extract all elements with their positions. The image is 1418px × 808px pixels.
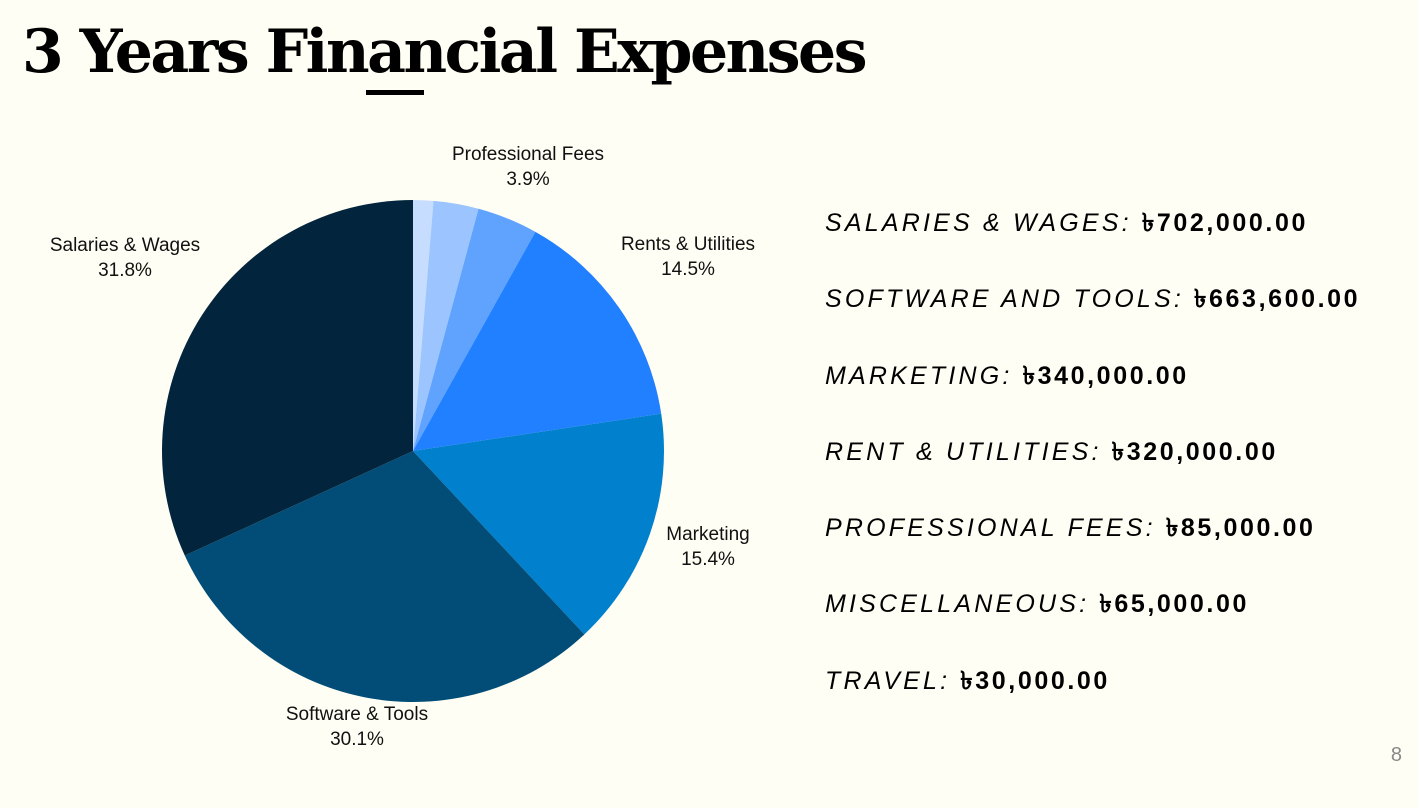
page-number: 8: [1390, 744, 1402, 766]
legend-item-software: Software and Tools: ৳663,600.00: [825, 281, 1415, 357]
expense-legend: Salaries & Wages: ৳702,000.00 Software a…: [825, 205, 1415, 739]
pie-slice-unlabeled-0: [413, 200, 434, 451]
slice-label-percent: 31.8%: [98, 260, 152, 281]
legend-item-miscellaneous: Miscellaneous: ৳65,000.00: [825, 586, 1415, 662]
legend-item-value: ৳30,000.00: [960, 666, 1110, 695]
pie-slice-unlabeled-1: [413, 200, 479, 451]
legend-item-name: Professional Fees:: [825, 514, 1156, 543]
pie-slice-software-tools: [184, 451, 585, 702]
legend-item-value: ৳65,000.00: [1099, 590, 1249, 619]
slice-label-percent: 30.1%: [330, 729, 384, 750]
legend-item-name: Rent & Utilities:: [825, 437, 1102, 466]
legend-item-name: Salaries & Wages:: [825, 209, 1132, 237]
legend-item-name: Marketing:: [825, 361, 1013, 390]
slice-label-percent: 3.9%: [506, 169, 549, 190]
pie-slice-marketing: [413, 413, 664, 635]
legend-item-value: ৳320,000.00: [1111, 437, 1278, 466]
pie-slice-professional-fees: [413, 208, 536, 451]
legend-item-name: Travel:: [825, 666, 951, 695]
legend-item-value: ৳663,600.00: [1194, 285, 1361, 314]
legend-item-marketing: Marketing: ৳340,000.00: [825, 358, 1415, 434]
slice-label-percent: 15.4%: [681, 549, 735, 570]
legend-item-name: Miscellaneous:: [825, 590, 1090, 619]
slice-label-name: Salaries & Wages: [50, 235, 200, 256]
slide-title: 3 Years Financial Expenses: [22, 17, 867, 87]
title-underline: [366, 90, 424, 95]
legend-item-value: ৳702,000.00: [1141, 209, 1308, 237]
pie-chart: Professional Fees 3.9% Rents & Utilities 14…: [50, 144, 755, 750]
legend-item-name: Software and Tools:: [825, 285, 1184, 314]
slice-label-name: Software & Tools: [286, 704, 428, 725]
legend-item-rent: Rent & Utilities: ৳320,000.00: [825, 434, 1415, 510]
slice-label-name: Rents & Utilities: [621, 234, 755, 255]
legend-item-salaries: Salaries & Wages: ৳702,000.00: [825, 205, 1415, 281]
slice-label-name: Professional Fees: [452, 144, 604, 165]
slice-label-percent: 14.5%: [661, 259, 715, 280]
slice-label-name: Marketing: [666, 524, 749, 545]
legend-item-professional-fees: Professional Fees: ৳85,000.00: [825, 510, 1415, 586]
legend-item-value: ৳340,000.00: [1022, 361, 1189, 390]
legend-item-travel: Travel: ৳30,000.00: [825, 663, 1415, 739]
pie-slice-salaries-wages: [162, 200, 413, 556]
pie-slice-rents-utilities: [413, 231, 662, 451]
legend-item-value: ৳85,000.00: [1165, 514, 1316, 543]
